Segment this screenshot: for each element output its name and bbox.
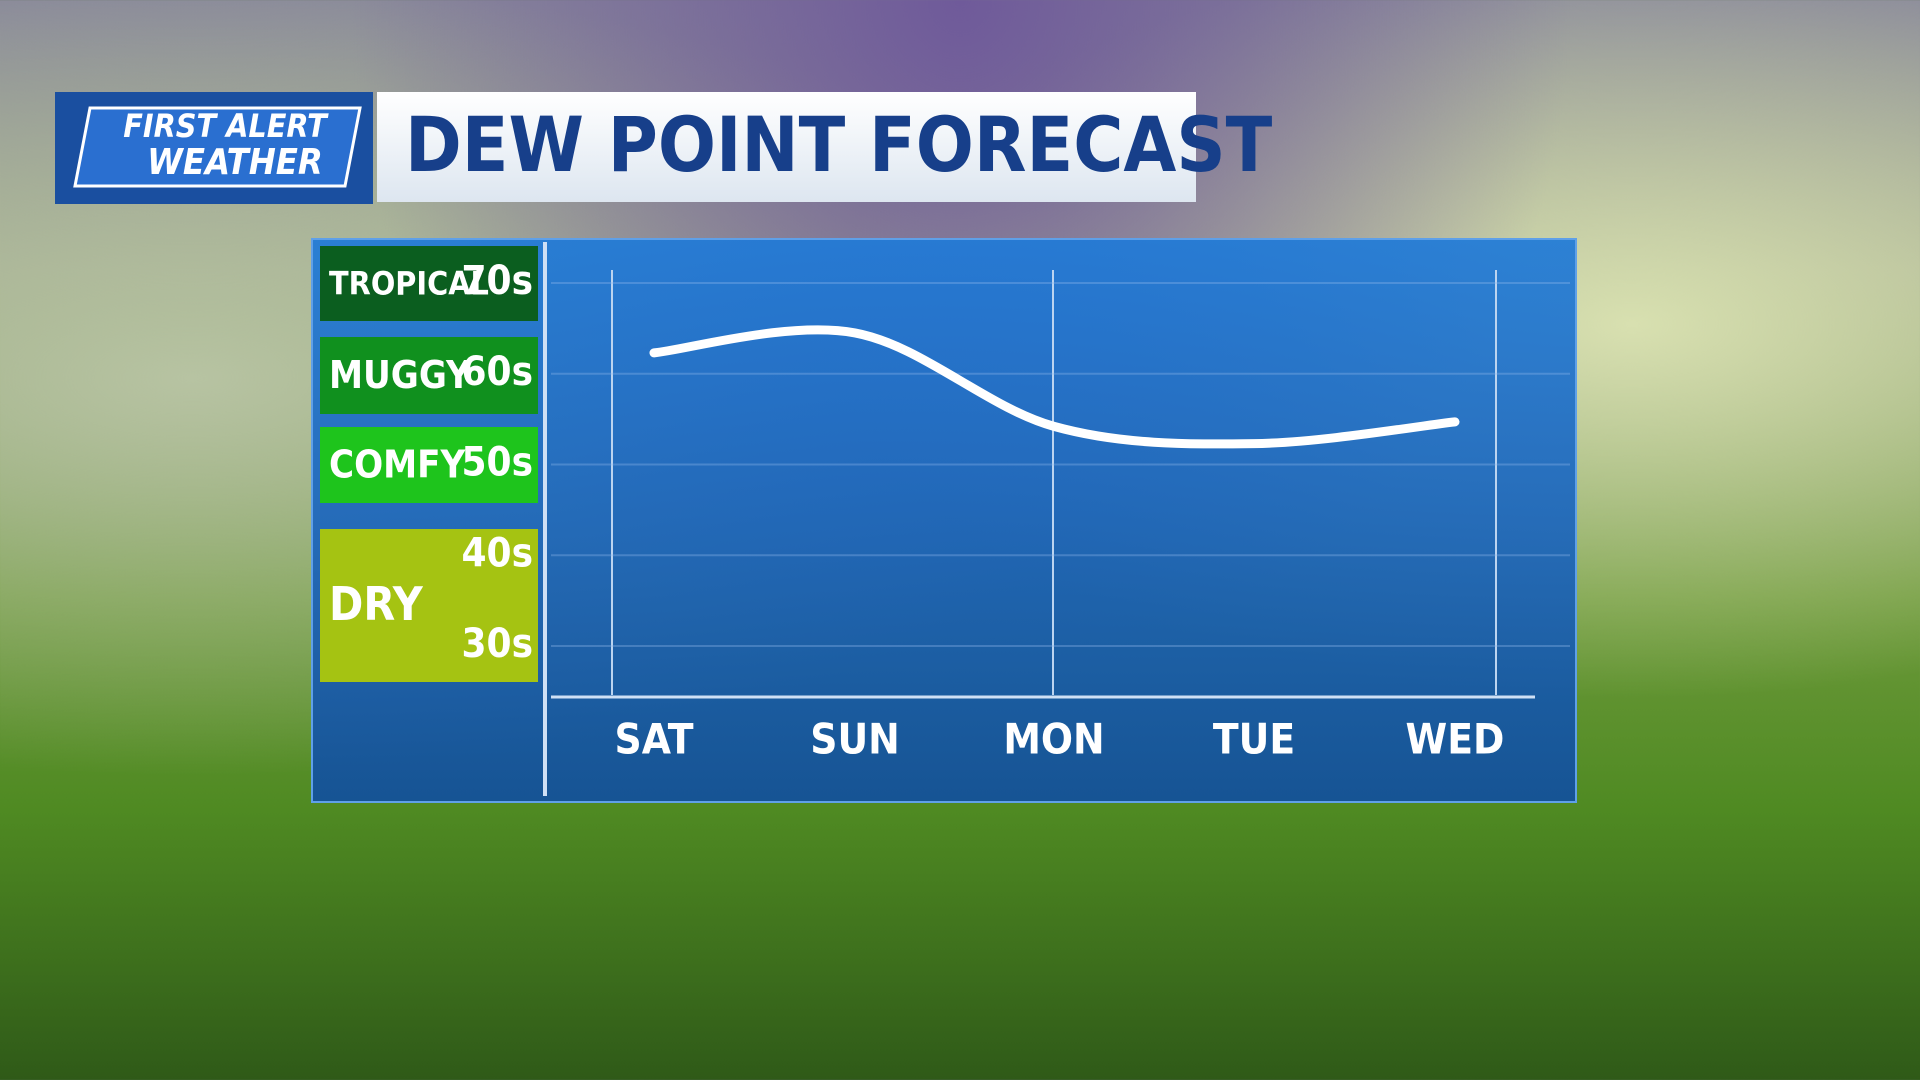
zone-band [320, 246, 538, 321]
zone-label: COMFY [329, 443, 467, 487]
x-tick-label: SAT [615, 715, 694, 764]
zone-label: TROPICAL [329, 265, 489, 303]
chart-panel [311, 238, 1577, 803]
dew-point-line [649, 325, 1460, 449]
x-tick-label: MON [1003, 715, 1104, 764]
y-tick-label: 50s [461, 440, 533, 486]
logo-line1: FIRST ALERT [123, 107, 329, 145]
logo-badge [73, 106, 362, 188]
x-tick-label: SUN [810, 715, 900, 764]
y-tick-label: 40s [461, 530, 533, 576]
y-tick-label: 70s [461, 258, 533, 304]
zone-band [320, 427, 538, 503]
logo-line2: WEATHER [147, 142, 323, 183]
zone-band [320, 529, 538, 682]
zone-label: MUGGY [329, 353, 472, 397]
x-tick-label: TUE [1213, 715, 1295, 764]
y-tick-label: 30s [461, 621, 533, 667]
y-tick-label: 60s [461, 349, 533, 395]
zone-band [320, 337, 538, 414]
chart-title: DEW POINT FORECAST [405, 100, 1273, 189]
x-tick-label: WED [1406, 715, 1505, 764]
zone-label: DRY [329, 577, 424, 631]
title-box [377, 92, 1196, 202]
